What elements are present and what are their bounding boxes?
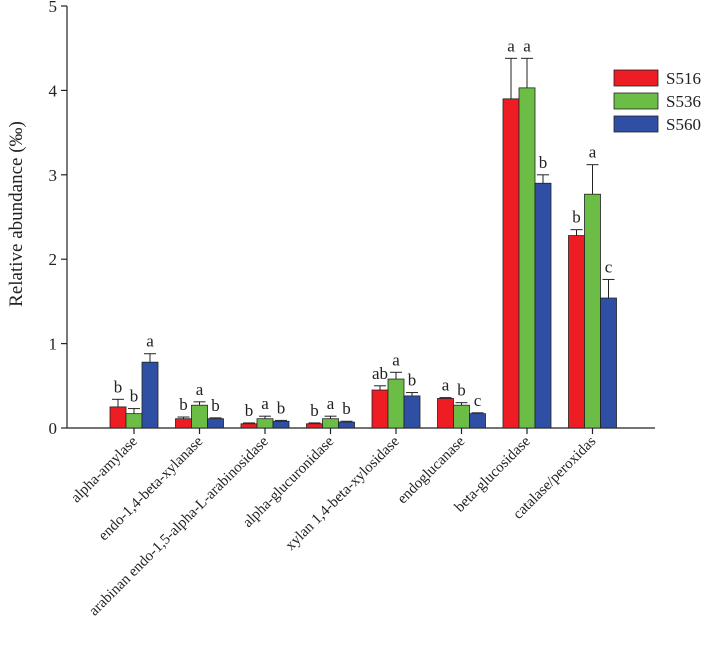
bar-s536 [387,378,405,429]
y-axis-label: Relative abundance (‰) [6,121,27,307]
significance-letter: b [130,387,139,406]
significance-letter: b [277,398,286,417]
y-tick-label: 4 [49,81,58,100]
x-tick-label: endoglucanase [395,433,469,507]
significance-letter: a [196,380,204,399]
bar-s516 [568,235,585,429]
y-tick-label: 0 [49,419,58,438]
significance-letter: a [261,394,269,413]
bar-s516 [306,423,323,429]
significance-letter: b [539,153,548,172]
significance-letter: a [146,332,154,351]
bar-s560 [403,395,421,429]
significance-letter: a [327,394,335,413]
bar-s516 [240,423,258,429]
significance-letter: b [457,381,466,400]
significance-letter: b [211,396,220,415]
bar-s536 [322,418,339,429]
bar-s560 [272,420,290,429]
legend-label-s560: S560 [666,115,701,134]
significance-letter: a [507,36,515,55]
bar-s516 [437,398,454,429]
y-tick-label: 5 [49,0,58,16]
significance-letter: a [442,376,450,395]
significance-letter: b [179,395,188,414]
bar-s560 [469,413,486,429]
bar-s560 [534,182,552,429]
legend-swatch-s516 [613,69,659,87]
significance-letter: a [523,36,531,55]
significance-letter: b [572,208,581,227]
bar-s536 [584,193,601,429]
legend-label-s516: S516 [666,69,701,88]
bar-s516 [502,98,520,429]
y-tick-label: 1 [49,335,58,354]
bar-s560 [338,421,355,429]
legend-swatch-s536 [613,92,659,110]
legend-label-s536: S536 [666,92,701,111]
bar-s536 [125,413,143,429]
significance-letter: ab [372,364,388,383]
bar-s536 [256,418,274,429]
x-tick-label: alpha-amylase [68,433,141,506]
bar-s516 [371,389,389,429]
chart-legend: S516 S536 S560 [613,69,701,134]
bar-s560 [141,361,159,429]
bar-s516 [109,406,127,429]
legend-swatch-s560 [613,115,659,133]
bar-s560 [600,297,617,429]
significance-letter: b [245,401,254,420]
significance-letter: c [605,257,613,276]
bar-s536 [191,404,208,429]
chart-axes: 012345alpha-amylaseendo-1,4-beta-xylanas… [49,0,655,619]
significance-letter: b [114,377,123,396]
significance-letter: b [408,371,417,390]
bar-s536 [453,404,470,429]
significance-letter: b [342,399,351,418]
x-tick-label: xylan 1,4-beta-xylosidase [283,433,404,554]
y-tick-label: 2 [49,250,58,269]
significance-letter: a [589,143,597,162]
significance-letter: a [392,350,400,369]
bar-s516 [175,418,192,429]
significance-letter: c [474,391,482,410]
y-tick-label: 3 [49,166,58,185]
bar-s560 [207,418,224,429]
significance-letter: b [310,401,319,420]
bar-s536 [518,87,536,429]
